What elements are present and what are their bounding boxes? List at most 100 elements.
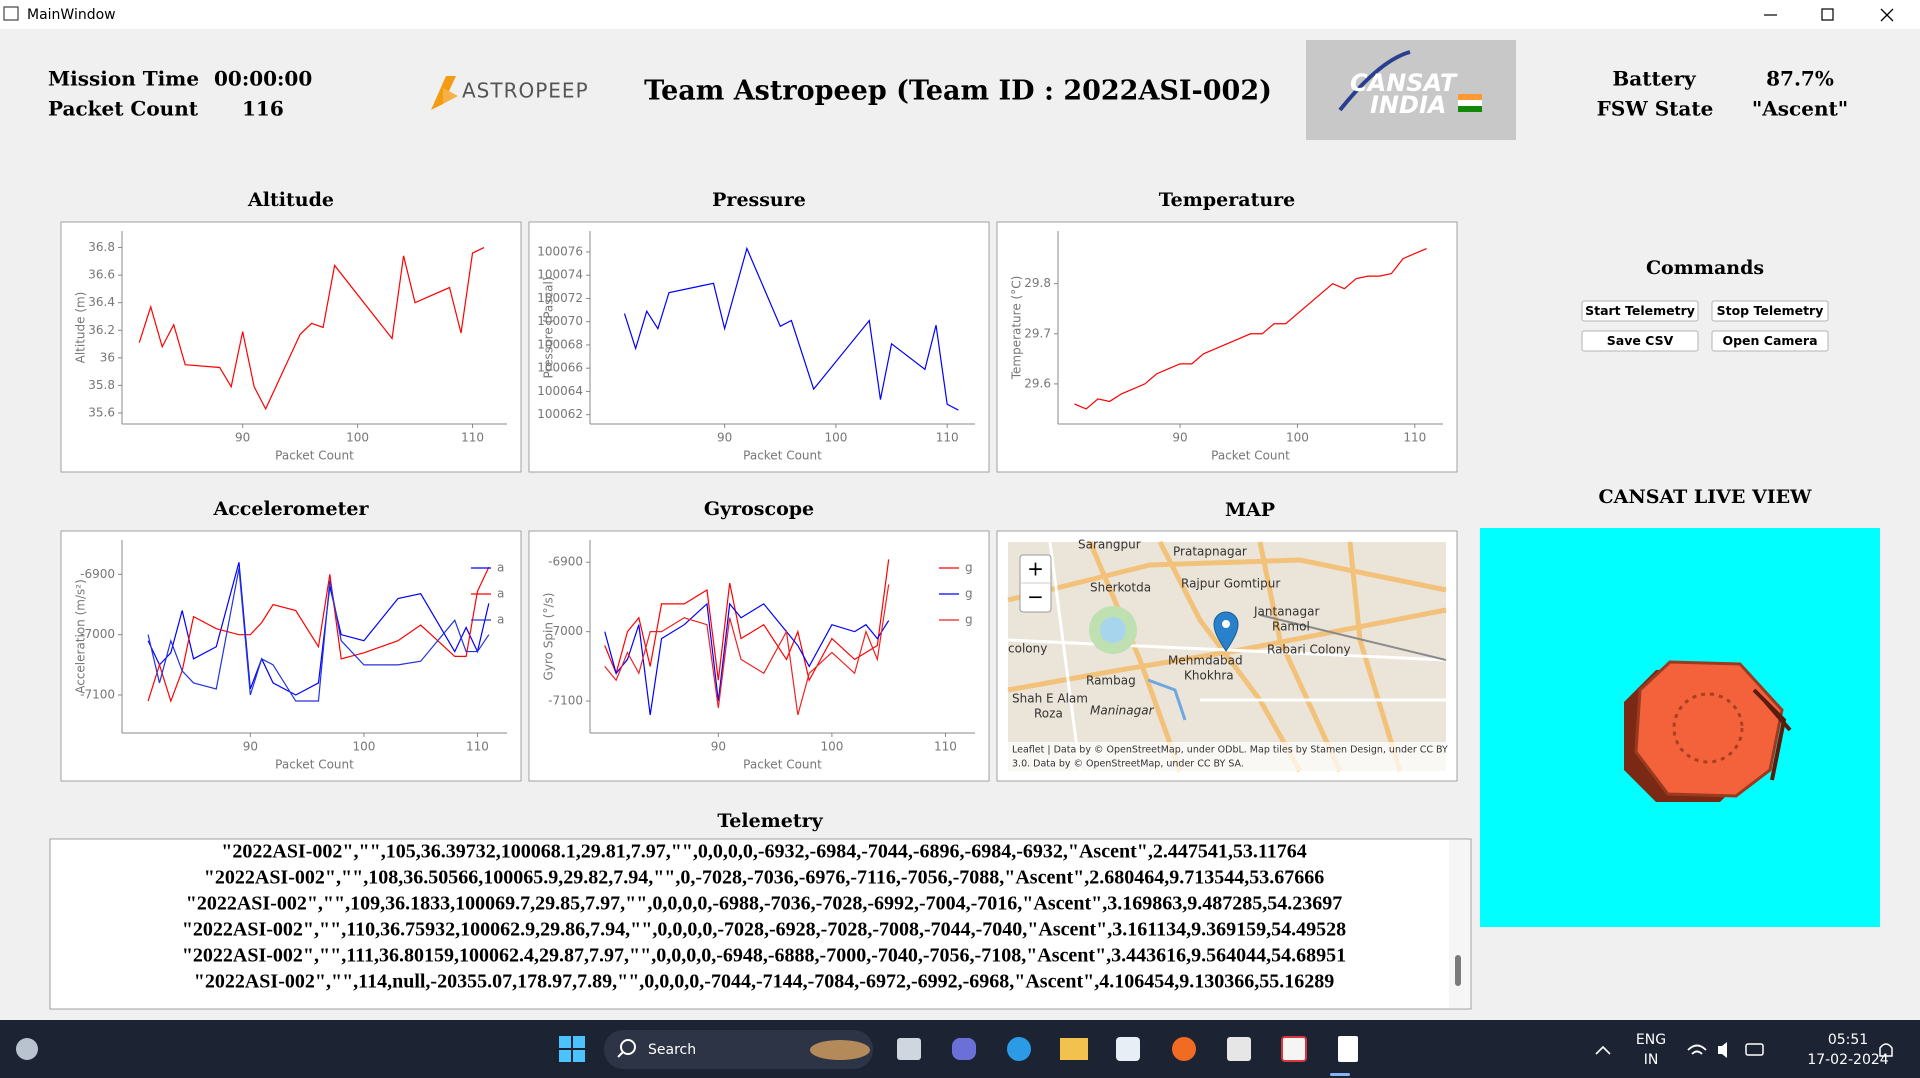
- cansat-model: [1634, 660, 1784, 798]
- y-tick-label: 100066: [537, 361, 583, 375]
- packet-count: 116: [242, 97, 284, 121]
- search-box[interactable]: [604, 1030, 873, 1069]
- start-tile[interactable]: [573, 1050, 585, 1062]
- legend-label: a: [497, 561, 504, 575]
- telemetry-line: "2022ASI-002","",114,null,-20355.07,178.…: [194, 971, 1334, 993]
- button[interactable]: Open Camera: [1711, 330, 1829, 352]
- button-label[interactable]: Start Telemetry: [1585, 303, 1695, 318]
- button[interactable]: Start Telemetry: [1581, 300, 1699, 322]
- active-indicator: [1330, 1073, 1350, 1076]
- tray-chevron[interactable]: [1595, 1045, 1611, 1055]
- telemetry-line: "2022ASI-002","",109,36.1833,100069.7,29…: [186, 893, 1343, 915]
- map-label: Sarangpur: [1078, 538, 1141, 552]
- fsw-state-label: FSW State: [1597, 97, 1714, 121]
- notification-icon[interactable]: [1879, 1043, 1893, 1057]
- button-face[interactable]: [1581, 300, 1699, 322]
- badge-swoosh: [1338, 50, 1411, 112]
- button-face[interactable]: [1711, 300, 1829, 322]
- flag-stripe: [1458, 100, 1482, 106]
- flag-stripe: [1458, 94, 1482, 100]
- button-label[interactable]: Open Camera: [1722, 333, 1817, 348]
- y-tick-label: 100070: [537, 314, 583, 328]
- data-line: [1074, 247, 1427, 410]
- firefox-icon[interactable]: [1172, 1037, 1196, 1061]
- y-tick-label: -6900: [80, 567, 115, 581]
- x-tick-label: 90: [711, 740, 726, 754]
- map-label: Roza: [1034, 707, 1063, 721]
- map-rail: [1259, 614, 1447, 661]
- x-tick-label: 110: [466, 740, 489, 754]
- y-axis-label: Pressure (Pascal): [542, 276, 556, 378]
- logo-text: ASTROPEEP: [462, 79, 589, 103]
- map-label: colony: [1008, 642, 1047, 656]
- scrollbar[interactable]: [1449, 840, 1470, 1008]
- y-tick-label: 29.6: [1024, 376, 1051, 390]
- language[interactable]: ENG: [1636, 1032, 1666, 1048]
- data-line: [147, 566, 490, 703]
- button[interactable]: Stop Telemetry: [1711, 300, 1829, 322]
- zoom-in[interactable]: +: [1027, 557, 1044, 581]
- x-axis-label: Packet Count: [275, 758, 354, 772]
- y-tick-label: -7000: [80, 627, 115, 641]
- start-tile[interactable]: [559, 1036, 571, 1048]
- volume-icon[interactable]: [1718, 1042, 1727, 1058]
- wifi-icon[interactable]: [1687, 1044, 1707, 1055]
- map-marker[interactable]: [1213, 611, 1239, 652]
- file-icon[interactable]: [1338, 1036, 1358, 1062]
- chat-icon[interactable]: [952, 1038, 976, 1060]
- task-view-icon[interactable]: [897, 1038, 921, 1060]
- mission-time-label: Mission Time: [48, 67, 199, 91]
- maximize-button[interactable]: [1821, 8, 1834, 21]
- button[interactable]: Save CSV: [1581, 330, 1699, 352]
- y-tick-label: 100062: [537, 407, 583, 421]
- chart: 29.6 29.7 29.8 90 100 110 Packet Count Temperat…: [996, 221, 1458, 473]
- edge-icon[interactable]: [1007, 1037, 1031, 1061]
- zoom-out[interactable]: −: [1027, 585, 1044, 609]
- legend-label: a: [497, 587, 504, 601]
- attribution-bar: [1008, 742, 1446, 771]
- amazon-icon[interactable]: [1227, 1037, 1251, 1061]
- store-icon[interactable]: [1116, 1037, 1140, 1061]
- battery-value: 87.7%: [1766, 67, 1834, 91]
- y-axis-label: Temperature (°C): [1010, 276, 1024, 381]
- scrollbar-thumb[interactable]: [1455, 955, 1461, 986]
- language[interactable]: IN: [1644, 1052, 1659, 1068]
- close-button[interactable]: [1880, 8, 1894, 22]
- packet-count-label: Packet Count: [48, 97, 199, 121]
- button-label[interactable]: Save CSV: [1607, 333, 1674, 348]
- button-face[interactable]: [1711, 330, 1829, 352]
- y-tick-label: -7000: [548, 624, 583, 638]
- clock-date[interactable]: 17-02-2024: [1807, 1052, 1888, 1068]
- button-face[interactable]: [1581, 330, 1699, 352]
- window-title: MainWindow: [27, 7, 116, 23]
- battery-icon[interactable]: [1745, 1043, 1764, 1056]
- search-text[interactable]: Search: [648, 1042, 696, 1058]
- app-icon[interactable]: [1281, 1036, 1307, 1062]
- live-view-title: CANSAT LIVE VIEW: [1599, 486, 1813, 508]
- explorer-icon[interactable]: [1060, 1038, 1088, 1060]
- clock-time[interactable]: 05:51: [1828, 1032, 1868, 1048]
- weather-icon[interactable]: [16, 1038, 38, 1060]
- start-tile[interactable]: [559, 1050, 571, 1062]
- y-tick-label: 100064: [537, 384, 583, 398]
- x-axis-label: Packet Count: [743, 758, 822, 772]
- x-tick-label: 90: [1172, 431, 1187, 445]
- y-tick-label: 36.6: [88, 268, 115, 282]
- y-tick-label: 100074: [537, 268, 583, 282]
- start-tile[interactable]: [573, 1036, 585, 1048]
- start-button[interactable]: [559, 1036, 585, 1062]
- cansat-badge: [1306, 40, 1516, 140]
- x-axis-label: Packet Count: [275, 449, 354, 463]
- map-water: [1147, 678, 1187, 721]
- y-tick-label: 36: [100, 350, 115, 364]
- chart-frame: [996, 221, 1458, 473]
- map-label: Jantanagar: [1253, 605, 1319, 619]
- telemetry-line: "2022ASI-002","",108,36.50566,100065.9,2…: [204, 867, 1324, 889]
- button-label[interactable]: Stop Telemetry: [1717, 303, 1824, 318]
- map[interactable]: Sarangpur Pratapnagar Sherkotda Rajpur G…: [1007, 538, 1448, 773]
- map-attribution: Leaflet | Data by © OpenStreetMap, under…: [1012, 745, 1448, 756]
- telemetry-line: "2022ASI-002","",111,36.80159,100062.4,2…: [182, 945, 1346, 967]
- x-tick-label: 110: [934, 740, 957, 754]
